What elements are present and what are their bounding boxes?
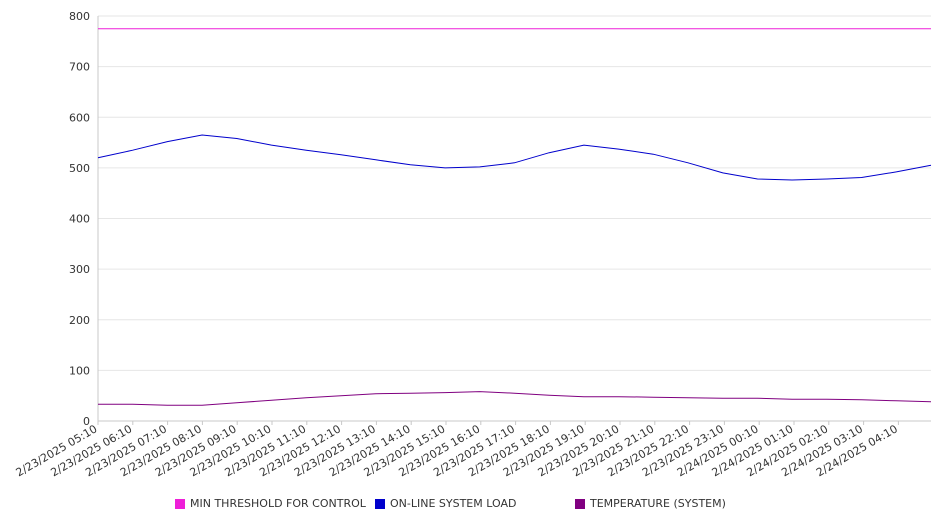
legend-label-temperature: TEMPERATURE (SYSTEM)	[590, 497, 726, 510]
legend-item-temperature[interactable]: TEMPERATURE (SYSTEM)	[575, 497, 726, 510]
y-tick-label: 100	[69, 364, 90, 377]
legend-item-system-load[interactable]: ON-LINE SYSTEM LOAD	[375, 497, 516, 510]
y-tick-label: 300	[69, 263, 90, 276]
y-tick-label: 800	[69, 10, 90, 23]
legend-label-min-threshold: MIN THRESHOLD FOR CONTROL	[190, 497, 366, 510]
legend-swatch-min-threshold	[175, 498, 185, 509]
y-tick-label: 500	[69, 162, 90, 175]
legend-label-system-load: ON-LINE SYSTEM LOAD	[390, 497, 517, 510]
y-tick-label: 700	[69, 61, 90, 74]
y-tick-label: 200	[69, 314, 90, 327]
y-tick-label: 0	[83, 415, 90, 428]
series-line-2	[98, 391, 932, 406]
y-tick-label: 600	[69, 111, 90, 124]
series-line-1	[97, 134, 932, 181]
legend-item-min-threshold[interactable]: MIN THRESHOLD FOR CONTROL	[175, 497, 366, 510]
y-tick-label: 400	[69, 213, 90, 226]
legend-swatch-system-load	[375, 498, 385, 509]
legend: MIN THRESHOLD FOR CONTROL ON-LINE SYSTEM…	[0, 497, 946, 517]
legend-swatch-temperature	[575, 498, 585, 509]
